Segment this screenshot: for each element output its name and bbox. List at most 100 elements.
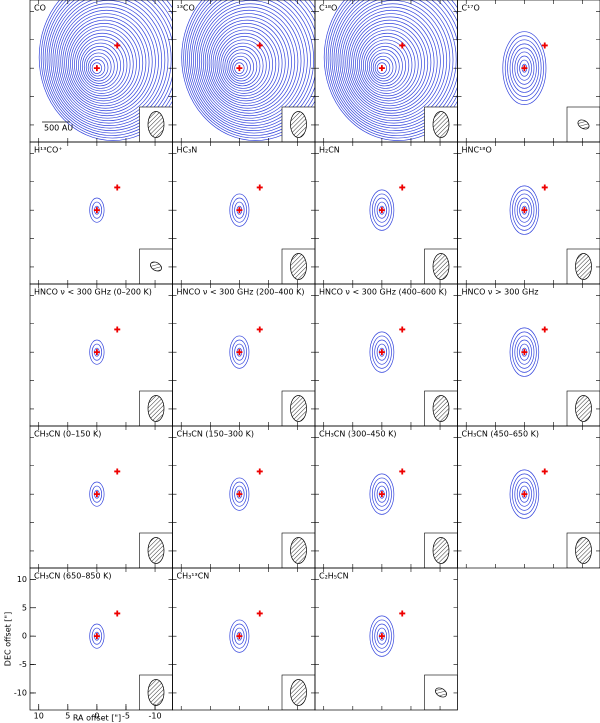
panel [229,326,315,426]
source-marker [521,349,528,356]
contour [189,0,315,131]
source-marker [236,65,243,72]
panel-label: HNCO ν < 300 GHz (400–600 K) [319,288,447,297]
contour [357,29,419,99]
x-axis-label: RA offset ["] [73,714,121,723]
frame-tick [315,426,458,568]
panel-label: HC₃N [177,146,198,155]
frame-tick [315,284,458,426]
contour [202,9,296,114]
frame-tick [30,284,173,426]
frame-tick [30,0,173,142]
panel [181,0,315,142]
contour [216,32,273,97]
frame-tick [457,284,600,426]
contour [519,485,530,503]
frame-tick [172,0,315,142]
contour [512,189,537,231]
contour [374,197,390,223]
frame-tick [315,284,458,426]
contour [335,0,454,126]
frame-tick [30,0,173,142]
panel-label: CH₃CN (650–850 K) [34,572,112,581]
contour [519,343,530,361]
beam [432,111,450,138]
frame-tick [172,426,315,568]
frame-tick [172,426,315,568]
frame-tick [457,0,600,142]
beam [432,537,450,564]
frame-tick [315,426,458,568]
beam [147,537,165,564]
contour [366,46,403,87]
panel-label: ¹³CO [177,4,195,13]
panel [509,326,600,426]
frame-tick [315,568,458,710]
source-marker [521,207,528,214]
contour [361,36,413,94]
contour [229,193,250,227]
panel [89,468,173,568]
contour [89,481,105,507]
contour [54,0,163,122]
x-tick-label: -5 [122,712,130,721]
frame-tick [172,0,315,142]
source-marker [541,42,548,49]
frame-tick [315,142,458,284]
panel-label: HNCO ν < 300 GHz (0–200 K) [34,288,152,297]
contour [374,623,390,649]
contour [512,331,537,373]
beam [147,679,165,706]
frame-tick [30,0,173,142]
panel [369,610,458,710]
panel [369,184,458,284]
contour [504,35,544,101]
contour [370,52,397,82]
contour [359,32,416,97]
contour [516,339,532,365]
beam [290,395,307,422]
contour [183,0,315,139]
contour [224,46,261,87]
source-marker [399,326,406,333]
frame-tick [315,568,458,710]
frame-tick [30,284,173,426]
beam [575,253,592,280]
contour [231,481,247,507]
contour [89,197,105,223]
contour [206,16,289,109]
y-tick-label: -5 [19,660,27,669]
contour [514,193,535,227]
panel-label: C¹⁷O [462,4,480,13]
panel [369,326,458,426]
frame-tick [30,284,173,426]
contour [89,623,105,649]
beam [290,679,307,706]
contour [68,23,140,104]
beam [575,537,592,564]
beam [432,395,450,422]
frame-tick [172,284,315,426]
y-tick-label: 0 [22,632,27,641]
source-marker [378,491,385,498]
contour [376,485,388,503]
contour [231,623,247,649]
contour [376,627,388,645]
frame-tick [172,142,315,284]
source-marker [236,349,243,356]
contour [376,343,388,361]
panel [502,31,600,142]
frame-tick [172,142,315,284]
contour [369,189,395,231]
contour [341,3,444,119]
contour [371,193,392,227]
contour [42,0,173,136]
contour [364,42,406,89]
contour [368,49,400,84]
contour [195,0,308,124]
source-marker [521,491,528,498]
contour [91,201,103,219]
frame-tick [315,426,458,568]
frame-tick [457,284,600,426]
contour [58,6,156,117]
